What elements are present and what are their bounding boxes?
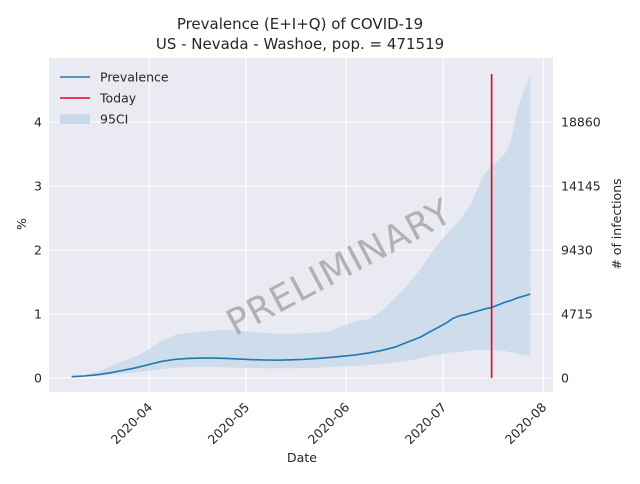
prevalence-line [71,293,531,378]
legend-label-2: 95CI [100,112,128,127]
y-axis-ticks-right: 0 4715 9430 14145 18860 [561,114,601,385]
y-right-tick-label-0: 0 [561,370,569,385]
legend-swatch-2 [60,114,90,124]
x-axis-ticks: 2020-04 2020-05 2020-06 2020-07 2020-08 [108,399,550,447]
y-axis-label-left: % [14,218,29,230]
x-tick-label-4: 2020-08 [502,399,550,447]
y-axis-ticks-left: 0 1 2 3 4 [34,114,42,385]
x-tick-label-2: 2020-06 [305,399,353,447]
x-tick-label-3: 2020-07 [402,400,450,448]
y-tick-label-3: 3 [34,178,42,193]
y-tick-label-4: 4 [34,114,42,129]
x-tick-label-1: 2020-05 [205,400,253,448]
legend-label-0: Prevalence [100,70,169,85]
y-right-tick-label-3: 14145 [561,178,601,193]
y-right-tick-label-1: 4715 [561,306,593,321]
y-tick-label-0: 0 [34,370,42,385]
y-tick-label-2: 2 [34,242,42,257]
y-tick-label-1: 1 [34,306,42,321]
chart-title-line2: US - Nevada - Washoe, pop. = 471519 [156,35,444,53]
y-axis-label-right: # of infections [609,178,624,269]
chart-title-line1: Prevalence (E+I+Q) of COVID-19 [177,15,423,33]
x-axis-label: Date [287,450,317,465]
plot-area: PRELIMINARY [49,58,553,392]
ci-band-95 [71,75,531,378]
legend-label-1: Today [99,91,137,106]
legend: Prevalence Today 95CI [60,70,169,127]
y-right-tick-label-4: 18860 [561,114,601,129]
x-tick-label-0: 2020-04 [108,399,156,447]
y-right-tick-label-2: 9430 [561,242,593,257]
